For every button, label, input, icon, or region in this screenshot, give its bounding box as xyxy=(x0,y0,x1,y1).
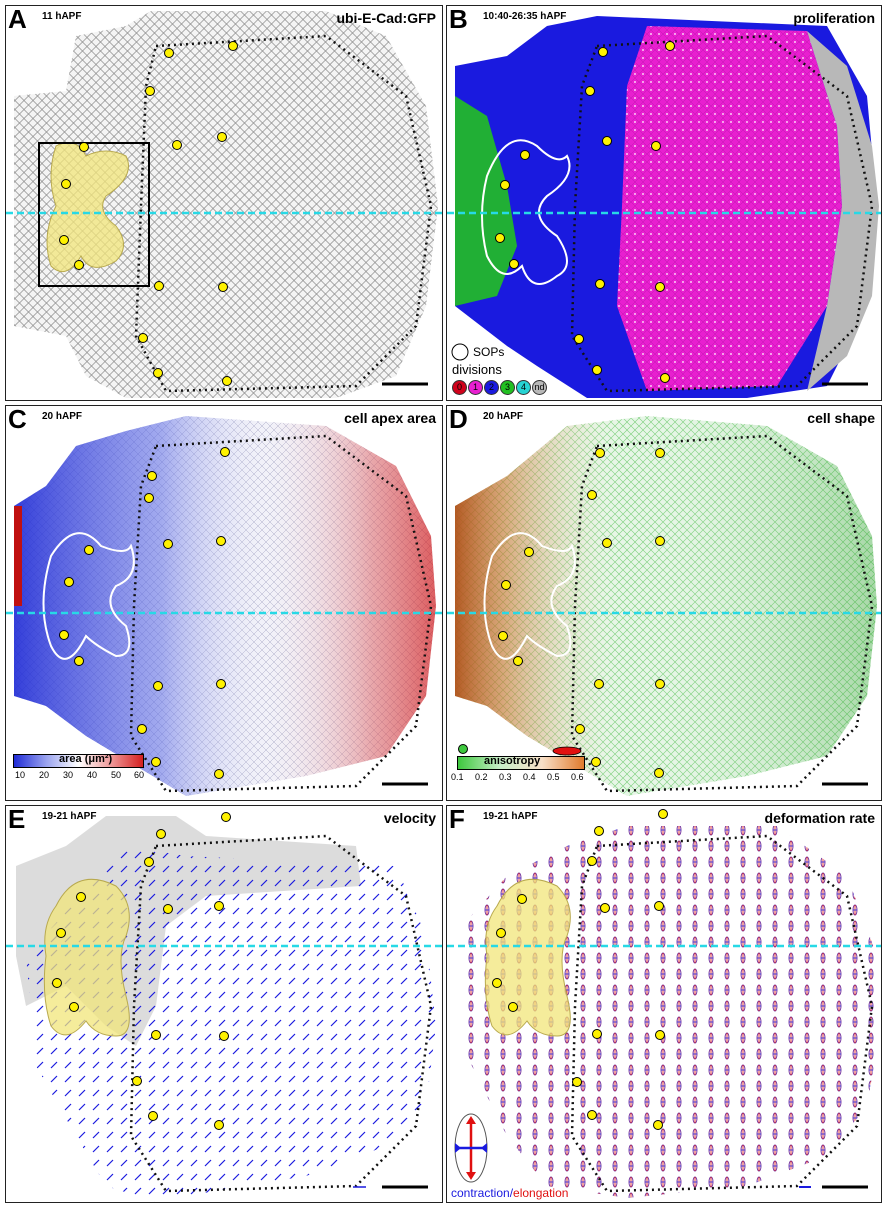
colorbar-tick: 0.2 xyxy=(475,772,488,782)
division-chip-3: 3 xyxy=(500,380,515,395)
panel-time-label: 19-21 hAPF xyxy=(483,811,538,822)
elongation-label: elongation xyxy=(513,1186,569,1200)
panel-a: A 11 hAPF ubi-E-Cad:GFP xyxy=(5,5,443,401)
panel-time-label: 19-21 hAPF xyxy=(42,811,97,822)
divisions-legend-label: divisions xyxy=(452,362,502,377)
area-colorbar xyxy=(13,754,144,768)
panel-a-image xyxy=(6,11,442,398)
division-chip-2: 2 xyxy=(484,380,499,395)
colorbar-tick: 0.5 xyxy=(547,772,560,782)
slash-label: / xyxy=(509,1186,514,1200)
division-chip-nd: nd xyxy=(532,380,547,395)
division-chip-4: 4 xyxy=(516,380,531,395)
panel-b: B 10:40-26:35 hAPF proliferation SOPs di… xyxy=(446,5,882,401)
panel-f: F 19-21 hAPF deformation rate contractio… xyxy=(446,805,882,1203)
panel-letter: E xyxy=(8,805,26,834)
contraction-label: contraction xyxy=(451,1186,510,1200)
panel-title: cell shape xyxy=(807,410,875,426)
anisotropy-colorbar-label: anisotropy xyxy=(484,755,541,767)
panel-title: velocity xyxy=(383,810,436,826)
panel-e: E 19-21 hAPF velocity xyxy=(5,805,443,1203)
panel-title: ubi-E-Cad:GFP xyxy=(336,10,436,26)
colorbar-tick: 0.4 xyxy=(523,772,536,782)
panel-e-image xyxy=(6,812,442,1202)
panel-time-label: 20 hAPF xyxy=(42,411,83,422)
panel-letter: C xyxy=(8,405,27,434)
panel-b-image xyxy=(447,16,881,398)
colorbar-tick: 60 xyxy=(134,770,145,780)
panel-title: proliferation xyxy=(793,10,875,26)
colorbar-tick: 40 xyxy=(87,770,98,780)
colorbar-tick: 30 xyxy=(63,770,74,780)
deformation-legend-glyph xyxy=(454,1113,488,1183)
panel-title: deformation rate xyxy=(764,810,875,826)
sops-legend-label: SOPs xyxy=(473,345,505,359)
panel-c-image xyxy=(6,416,442,796)
panel-letter: A xyxy=(8,5,27,34)
anisotropy-colorbar xyxy=(457,756,585,770)
division-chip-1: 1 xyxy=(468,380,483,395)
panel-letter: F xyxy=(449,805,465,834)
panel-time-label: 10:40-26:35 hAPF xyxy=(483,11,567,22)
panel-time-label: 20 hAPF xyxy=(483,411,524,422)
panel-f-image xyxy=(447,809,881,1198)
panel-c: C 20 hAPF cell apex area area (μm²) 10 2… xyxy=(5,405,443,801)
division-chip-0: 0 xyxy=(452,380,467,395)
panel-letter: B xyxy=(449,5,468,34)
colorbar-tick: 0.1 xyxy=(451,772,464,782)
panel-time-label: 11 hAPF xyxy=(42,11,82,22)
panel-d-image xyxy=(447,416,881,796)
panel-d: D 20 hAPF cell shape anisotropy 0.1 0.2 … xyxy=(446,405,882,801)
panel-title: cell apex area xyxy=(344,410,436,426)
colorbar-tick: 0.3 xyxy=(499,772,512,782)
colorbar-tick: 50 xyxy=(111,770,122,780)
area-colorbar-label: area (μm²) xyxy=(59,753,113,765)
colorbar-tick: 0.6 xyxy=(571,772,584,782)
deformation-legend-text: contraction/elongation xyxy=(451,1186,568,1200)
panel-letter: D xyxy=(449,405,468,434)
colorbar-tick: 20 xyxy=(39,770,50,780)
colorbar-tick: 10 xyxy=(15,770,26,780)
